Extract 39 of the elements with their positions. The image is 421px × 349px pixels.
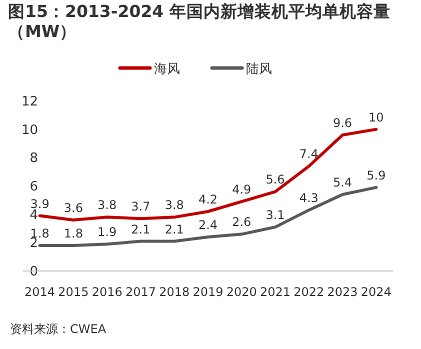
data-label: 1.9 bbox=[98, 225, 117, 240]
data-label: 2.1 bbox=[164, 222, 184, 236]
data-label: 3.8 bbox=[164, 198, 184, 212]
x-tick-label: 2021 bbox=[260, 285, 291, 299]
legend-label: 海风 bbox=[154, 62, 180, 77]
x-tick-label: 2016 bbox=[92, 285, 122, 299]
data-label: 5.4 bbox=[333, 176, 352, 190]
x-tick-label: 2017 bbox=[125, 285, 156, 299]
data-label: 2.4 bbox=[198, 218, 218, 232]
y-tick-label: 12 bbox=[21, 94, 38, 110]
data-label: 10 bbox=[368, 110, 384, 124]
x-tick-label: 2020 bbox=[226, 285, 257, 299]
text: 资料来源：CWEA bbox=[10, 322, 107, 336]
x-tick-label: 2023 bbox=[327, 285, 358, 299]
data-label: 1.8 bbox=[64, 226, 83, 240]
x-tick-label: 2015 bbox=[58, 285, 89, 299]
x-tick-label: 2014 bbox=[24, 285, 56, 299]
data-label: 2.1 bbox=[131, 222, 150, 236]
x-tick-label: 2024 bbox=[360, 285, 392, 299]
data-label: 3.7 bbox=[131, 200, 150, 214]
data-label: 9.6 bbox=[333, 116, 352, 130]
x-tick-label: 2022 bbox=[294, 285, 324, 299]
data-label: 3.8 bbox=[98, 198, 117, 212]
y-tick-label: 6 bbox=[30, 180, 38, 194]
data-label: 2.6 bbox=[232, 215, 252, 230]
y-tick-label: 8 bbox=[30, 151, 38, 166]
data-label: 5.6 bbox=[266, 172, 285, 187]
data-label: 3.6 bbox=[64, 201, 83, 215]
data-label: 3.1 bbox=[266, 208, 285, 222]
data-label: 4.2 bbox=[198, 192, 218, 206]
x-tick-label: 2019 bbox=[192, 285, 224, 299]
data-label: 5.9 bbox=[366, 168, 386, 182]
chart-title: 图15：2013-2024 年国内新增装机平均单机容量（MW） bbox=[8, 2, 392, 42]
legend-label: 陆风 bbox=[246, 62, 272, 77]
y-tick-label: 10 bbox=[21, 122, 38, 138]
data-label: 7.4 bbox=[299, 147, 318, 162]
data-label: 4.9 bbox=[232, 182, 252, 197]
x-tick-label: 2018 bbox=[159, 285, 190, 299]
data-label: 4.3 bbox=[299, 191, 318, 206]
